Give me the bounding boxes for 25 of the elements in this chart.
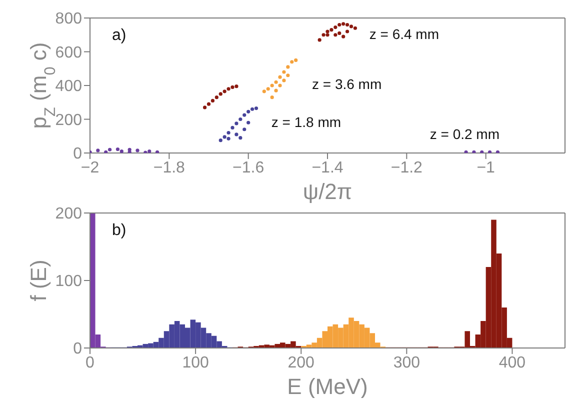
- x-tick-label: −1.6: [232, 159, 264, 176]
- x-tick-label: −1.4: [312, 159, 344, 176]
- x-tick-label: 100: [182, 354, 209, 372]
- y-tick-label: 600: [55, 44, 82, 62]
- series-label: z = 0.2 mm: [430, 126, 500, 142]
- x-tick-label: −1.2: [390, 159, 423, 176]
- series-label: z = 3.6 mm: [312, 76, 382, 92]
- x-tick-label: 200: [288, 354, 315, 372]
- y-axis-title: f (E): [26, 260, 51, 302]
- y-tick-label: 100: [55, 273, 82, 290]
- y-tick-label: 200: [55, 206, 82, 223]
- x-tick-label: 0: [86, 354, 95, 372]
- x-tick-label: −1.8: [153, 159, 186, 176]
- text: a): [112, 27, 126, 44]
- text: b): [112, 222, 126, 239]
- x-tick-label: −1: [476, 159, 496, 176]
- y-tick-label: 0: [73, 146, 82, 163]
- series-label: z = 1.8 mm: [271, 114, 342, 130]
- x-tick-label: 400: [498, 354, 526, 372]
- y-tick-label: 800: [55, 10, 82, 28]
- y-tick-label: 0: [73, 340, 82, 358]
- x-tick-label: 300: [393, 354, 420, 372]
- series-label: z = 6.4 mm: [369, 26, 440, 42]
- y-tick-label: 200: [55, 112, 82, 129]
- x-tick-label: −2: [80, 159, 100, 176]
